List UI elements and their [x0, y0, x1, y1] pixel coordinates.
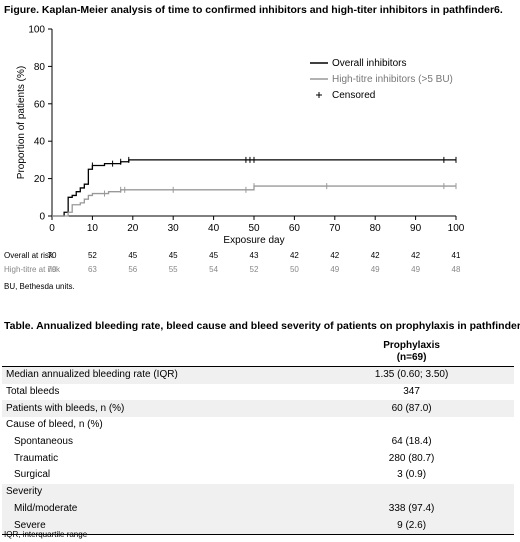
table-row-label: Severe	[2, 517, 310, 535]
table-row: Traumatic 280 (80.7)	[2, 450, 514, 467]
table-row-label: Median annualized bleeding rate (IQR)	[2, 366, 310, 384]
table-header-line2: (n=69)	[396, 352, 427, 363]
table-row-value: 338 (97.4)	[309, 500, 514, 518]
x-tick-label: 40	[208, 223, 220, 234]
table-header-blank	[2, 338, 310, 367]
table-row-value: 64 (18.4)	[391, 436, 432, 448]
x-tick-label: 50	[248, 223, 260, 234]
risk-value: 43	[249, 251, 259, 260]
table-row: Mild/moderate 338 (97.4)	[2, 500, 514, 518]
x-axis-label: Exposure day	[223, 235, 284, 246]
table-row-value: 347	[403, 386, 420, 398]
table-row: Spontaneous 64 (18.4)	[2, 434, 514, 451]
series-line-1	[52, 185, 456, 217]
risk-value: 42	[411, 251, 421, 260]
y-tick-label: 40	[34, 137, 46, 148]
risk-value: 45	[168, 251, 178, 260]
legend-label-censored: Censored	[332, 90, 375, 101]
risk-row: Overall at risk 70 52 45 45 45 43 42 42 42 42 41	[4, 251, 520, 262]
y-tick-label: 100	[28, 25, 45, 36]
risk-value: 45	[128, 251, 138, 260]
figure-title: Figure. Kaplan-Meier analysis of time to…	[4, 4, 503, 16]
table-row-value: 9 (2.6)	[309, 517, 514, 535]
x-tick-label: 60	[289, 223, 301, 234]
table-row-label: Traumatic	[14, 452, 59, 464]
y-tick-label: 20	[34, 174, 46, 185]
risk-value: 52	[87, 251, 97, 260]
km-chart: 0 20 40 60 80 100 0 10 20 30 40 50 60 70 80 90 100 Exposu…	[16, 25, 465, 247]
table-body: Median annualized bleeding rate (IQR) 1.3…	[2, 366, 514, 535]
table-row-label: Patients with bleeds, n (%)	[2, 400, 310, 418]
x-tick-label: 100	[448, 223, 465, 234]
table-row-value: 1.35 (0.60; 3.50)	[309, 366, 514, 384]
x-tick-label: 80	[370, 223, 382, 234]
table-row: Severe 9 (2.6)	[2, 517, 514, 535]
risk-value: 54	[209, 265, 219, 274]
risk-row-label: Overall at risk	[4, 251, 53, 260]
table-row-label: Surgical	[14, 469, 51, 481]
bleeding-table: Prophylaxis (n=69) Median annualized ble…	[2, 338, 514, 535]
risk-value: 63	[87, 265, 97, 274]
x-tick-label: 10	[87, 223, 99, 234]
table-title: Table. Annualized bleeding rate, bleed c…	[4, 320, 520, 332]
risk-value: 45	[209, 251, 219, 260]
table-footnote: IQR, interquartile range	[4, 530, 88, 539]
legend-label-high-titre: High-titre inhibitors (>5 BU)	[332, 74, 453, 85]
risk-value: 52	[249, 265, 259, 274]
y-tick-label: 0	[39, 212, 45, 223]
risk-value: 41	[451, 251, 461, 260]
risk-value: 49	[370, 265, 380, 274]
risk-value: 50	[289, 265, 299, 274]
table-row: Median annualized bleeding rate (IQR) 1.3…	[2, 366, 514, 384]
table-row-value: 280 (80.7)	[388, 452, 435, 464]
table-header-prophylaxis: Prophylaxis (n=69)	[309, 338, 514, 367]
table-row-label: Severity	[2, 483, 310, 501]
x-tick-label: 30	[168, 223, 180, 234]
figure-note: BU, Bethesda units.	[4, 282, 75, 291]
table-row-label: Cause of bleed, n (%)	[6, 419, 103, 431]
risk-value: 56	[128, 265, 138, 274]
x-tick-label: 20	[127, 223, 139, 234]
table-row-value	[309, 483, 514, 501]
table-row: Severity	[2, 483, 514, 501]
table-row: Cause of bleed, n (%)	[2, 417, 514, 434]
risk-row: High-titre at risk 70 63 56 55 54 52 50 49 49 49 48	[4, 265, 520, 276]
table-row: Patients with bleeds, n (%) 60 (87.0)	[2, 400, 514, 418]
risk-value: 49	[411, 265, 421, 274]
table-row-label: Total bleeds	[6, 386, 60, 398]
x-tick-label: 0	[49, 223, 55, 234]
table-header-row: Prophylaxis (n=69)	[2, 338, 514, 367]
risk-value: 48	[451, 265, 461, 274]
risk-value: 42	[289, 251, 299, 260]
y-tick-label: 80	[34, 62, 46, 73]
y-tick-label: 60	[34, 99, 46, 110]
table-row-value: 3 (0.9)	[397, 469, 427, 481]
risk-row-label: High-titre at risk	[4, 265, 61, 274]
risk-value: 42	[370, 251, 380, 260]
table-header-line1: Prophylaxis	[383, 340, 440, 351]
table-row-value	[309, 417, 514, 434]
y-axis-label: Proportion of patients (%)	[16, 66, 27, 179]
x-tick-label: 90	[410, 223, 422, 234]
table-row-value: 60 (87.0)	[309, 400, 514, 418]
risk-value: 42	[330, 251, 340, 260]
risk-value: 70	[47, 251, 57, 260]
table-row-label: Mild/moderate	[2, 500, 310, 518]
risk-value: 55	[168, 265, 178, 274]
risk-value: 70	[47, 265, 57, 274]
x-tick-label: 70	[329, 223, 341, 234]
risk-value: 49	[330, 265, 340, 274]
table-row: Total bleeds 347	[2, 384, 514, 401]
table-row-label: Spontaneous	[14, 436, 73, 448]
legend-label-overall: Overall inhibitors	[332, 58, 406, 69]
table-row: Surgical 3 (0.9)	[2, 467, 514, 484]
